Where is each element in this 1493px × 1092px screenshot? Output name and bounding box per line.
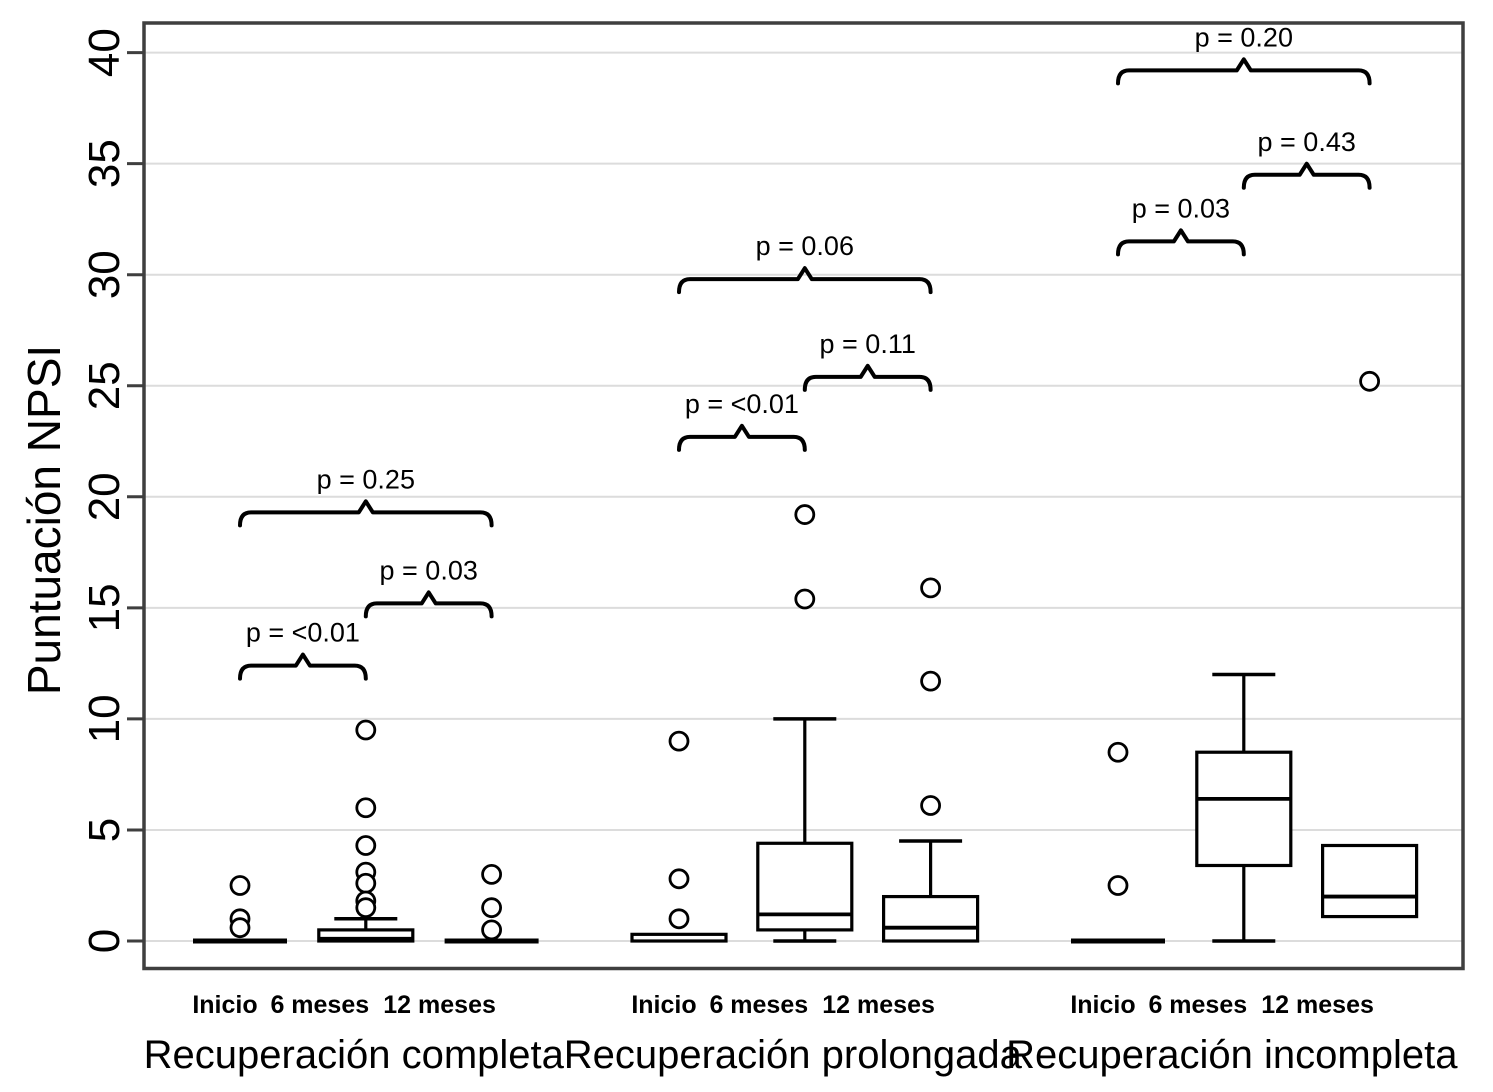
outlier-point	[794, 504, 816, 525]
p-value-label: p = 0.03	[380, 555, 478, 585]
timepoint-label: 12 meses	[822, 991, 935, 1019]
outlier-point	[355, 797, 377, 819]
y-tick-label: 40	[80, 28, 129, 77]
outlier-point	[355, 872, 377, 894]
p-value-label: p = 0.43	[1258, 127, 1356, 157]
significance-bracket	[363, 590, 494, 619]
outlier-point	[229, 875, 251, 896]
y-tick-label: 5	[80, 818, 129, 842]
timepoint-label: 12 meses	[383, 991, 496, 1019]
outlier-point	[920, 795, 941, 816]
y-tick-label: 30	[80, 250, 129, 299]
p-value-label: p = 0.06	[756, 231, 854, 261]
outlier-point	[668, 868, 690, 890]
timepoint-label: 6 meses	[1148, 991, 1247, 1019]
group-label: Recuperación completa	[144, 1033, 565, 1077]
p-value-label: p = 0.20	[1195, 22, 1293, 52]
y-tick-label: 0	[80, 929, 129, 953]
outlier-point	[481, 863, 503, 885]
timepoint-label: Inicio	[192, 991, 257, 1019]
outlier-point	[229, 917, 251, 939]
outlier-point	[481, 919, 503, 941]
group-label: Recuperación incompleta	[1006, 1033, 1458, 1077]
box	[1195, 750, 1293, 868]
timepoint-label: Inicio	[631, 991, 696, 1019]
p-value-label: p = 0.03	[1132, 193, 1230, 223]
significance-bracket	[802, 363, 933, 392]
outlier-point	[794, 588, 816, 610]
outlier-point	[355, 719, 377, 741]
outlier-point	[920, 577, 941, 599]
timepoint-label: Inicio	[1070, 991, 1135, 1019]
plot-frame	[142, 21, 1465, 971]
outlier-point	[668, 730, 690, 752]
p-value-label: p = <0.01	[685, 389, 799, 419]
significance-bracket	[677, 423, 807, 452]
significance-bracket	[1116, 57, 1372, 86]
y-tick-label: 15	[80, 583, 129, 632]
outlier-point	[355, 897, 377, 919]
significance-bracket	[1116, 228, 1246, 257]
significance-bracket	[238, 499, 494, 528]
outlier-point	[668, 908, 690, 930]
timepoint-label: 12 meses	[1261, 991, 1374, 1019]
box	[1320, 843, 1419, 919]
y-tick-label: 25	[80, 361, 129, 410]
box	[756, 841, 854, 932]
significance-bracket	[677, 266, 933, 295]
p-value-label: p = <0.01	[246, 618, 360, 648]
outlier-point	[920, 670, 941, 692]
p-value-label: p = 0.11	[820, 329, 916, 359]
significance-bracket	[1241, 161, 1372, 190]
y-tick-label: 35	[80, 139, 129, 188]
outlier-point	[1107, 741, 1129, 763]
y-tick-label: 10	[80, 694, 129, 743]
box	[881, 894, 980, 943]
timepoint-label: 6 meses	[270, 991, 369, 1019]
significance-bracket	[238, 652, 368, 681]
group-label: Recuperación prolongada	[564, 1033, 1023, 1077]
outlier-point	[481, 897, 503, 919]
y-tick-label: 20	[80, 472, 129, 521]
outlier-point	[1107, 875, 1129, 896]
outlier-point	[1359, 370, 1380, 392]
box	[630, 932, 728, 943]
outlier-point	[355, 835, 377, 856]
box	[317, 928, 415, 943]
y-axis-title: Puntuación NPSI	[18, 344, 70, 696]
timepoint-label: 6 meses	[709, 991, 808, 1019]
p-value-label: p = 0.25	[317, 464, 415, 494]
